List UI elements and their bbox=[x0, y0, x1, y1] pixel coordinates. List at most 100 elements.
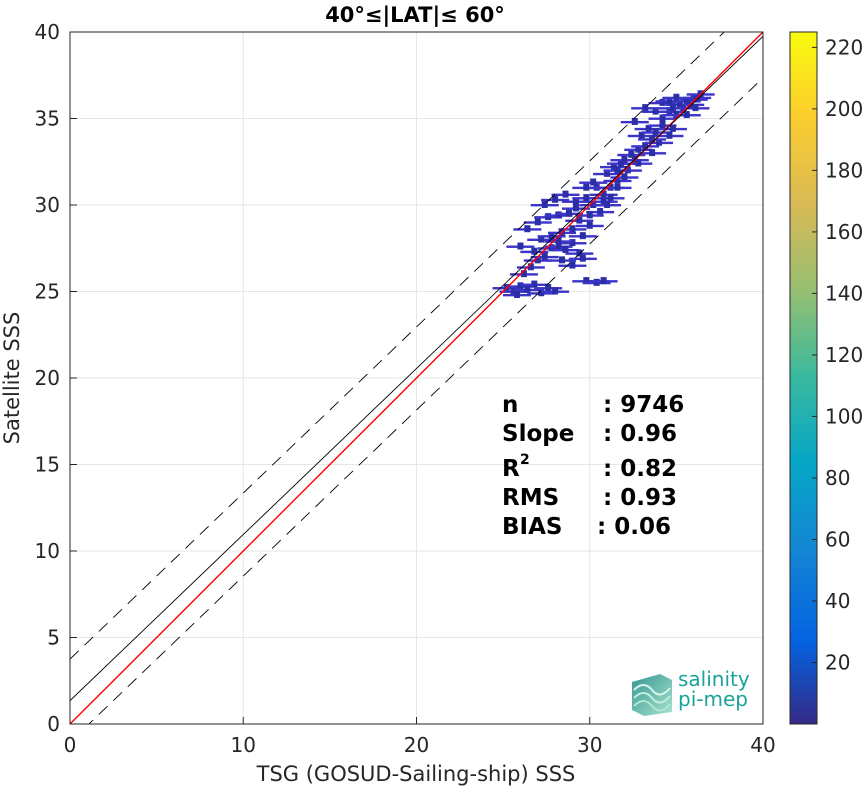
density-cell bbox=[659, 114, 666, 122]
density-cell bbox=[583, 194, 590, 202]
stat-r2-sup: 2 bbox=[520, 452, 530, 468]
density-cell bbox=[669, 104, 676, 112]
colorbar-tick-label: 200 bbox=[825, 97, 863, 121]
density-cell bbox=[576, 249, 583, 257]
density-cell bbox=[579, 232, 586, 240]
y-axis-ticks: 0 5 10 15 20 25 30 35 40 bbox=[35, 20, 77, 736]
density-cell bbox=[559, 256, 566, 264]
stat-bias-label: BIAS bbox=[502, 514, 562, 540]
density-cell bbox=[534, 256, 541, 264]
regression-line bbox=[70, 36, 763, 701]
x-tick-label: 10 bbox=[231, 733, 256, 757]
colorbar bbox=[789, 31, 818, 725]
density-cell bbox=[600, 277, 607, 285]
density-cell bbox=[538, 235, 545, 243]
density-cell bbox=[649, 135, 656, 143]
density-cell bbox=[638, 131, 645, 139]
density-cell bbox=[628, 150, 635, 158]
stat-r2-value: : 0.82 bbox=[603, 456, 677, 482]
stat-n-label: n bbox=[502, 392, 518, 418]
density-cell bbox=[669, 124, 676, 132]
density-cell bbox=[524, 225, 531, 233]
salinity-logo-icon bbox=[632, 674, 672, 716]
density-cell bbox=[569, 225, 576, 233]
density-cell bbox=[520, 270, 527, 278]
density-cell bbox=[531, 247, 538, 255]
stat-slope-label: Slope bbox=[502, 421, 574, 447]
density-cell bbox=[545, 284, 552, 292]
y-tick-label: 35 bbox=[35, 107, 60, 131]
density-cell bbox=[673, 93, 680, 101]
density-cell bbox=[642, 104, 649, 112]
density-cell bbox=[642, 142, 649, 150]
density-cell bbox=[531, 280, 538, 288]
y-axis-label: Satellite SSS bbox=[0, 312, 24, 445]
density-cell bbox=[572, 197, 579, 205]
density-cell bbox=[614, 183, 621, 191]
density-cell bbox=[649, 149, 656, 157]
density-cell bbox=[590, 178, 597, 186]
density-cell bbox=[552, 287, 559, 295]
density-cell bbox=[659, 121, 666, 129]
density-cell bbox=[534, 218, 541, 226]
density-cell bbox=[617, 159, 624, 167]
density-cell bbox=[513, 290, 520, 298]
density-cell bbox=[600, 197, 607, 205]
density-cell bbox=[614, 176, 621, 184]
colorbar-tick-label: 160 bbox=[825, 220, 863, 244]
density-cell bbox=[604, 201, 611, 208]
colorbar-tick-label: 100 bbox=[825, 404, 863, 428]
density-cell bbox=[555, 242, 562, 250]
y-tick-label: 25 bbox=[35, 280, 60, 304]
stat-n-value: : 9746 bbox=[603, 392, 684, 418]
stat-slope-value: : 0.96 bbox=[603, 421, 677, 447]
stat-bias-value: : 0.06 bbox=[597, 514, 671, 540]
chart-title: 40°≤|LAT|≤ 60° bbox=[325, 3, 505, 28]
density-cell bbox=[683, 97, 690, 105]
density-cell bbox=[683, 111, 690, 119]
x-tick-label: 30 bbox=[577, 733, 602, 757]
y-tick-label: 40 bbox=[35, 20, 60, 44]
density-cell bbox=[555, 237, 562, 245]
x-axis-label: TSG (GOSUD-Sailing-ship) SSS bbox=[256, 762, 576, 786]
y-tick-label: 15 bbox=[35, 453, 60, 477]
y-tick-label: 20 bbox=[35, 366, 60, 390]
density-cell bbox=[552, 195, 559, 203]
density-cell bbox=[631, 117, 638, 125]
colorbar-tick-label: 60 bbox=[825, 527, 850, 551]
density-cell bbox=[676, 100, 683, 108]
density-cell bbox=[635, 159, 642, 167]
logo-line2: pi-mep bbox=[678, 687, 748, 711]
colorbar-tick-label: 40 bbox=[825, 589, 850, 613]
colorbar-tick-label: 220 bbox=[825, 35, 863, 59]
density-cell bbox=[611, 162, 618, 170]
density-cell bbox=[569, 261, 576, 269]
y-tick-label: 0 bbox=[47, 712, 60, 736]
stat-r2-label: R bbox=[502, 456, 520, 482]
density-cell bbox=[666, 131, 673, 139]
stats-box: n : 9746 Slope : 0.96 R 2 : 0.82 RMS : 0… bbox=[502, 392, 684, 540]
logo: salinity pi-mep bbox=[632, 667, 750, 716]
density-cell bbox=[527, 263, 534, 271]
density-cell bbox=[583, 183, 590, 191]
density-cell bbox=[579, 254, 586, 262]
density-cell bbox=[548, 232, 555, 240]
stat-rms-label: RMS bbox=[502, 485, 559, 511]
y-tick-label: 10 bbox=[35, 539, 60, 563]
density-cell bbox=[635, 145, 642, 153]
density-cell bbox=[541, 252, 548, 260]
density-cell bbox=[583, 277, 590, 285]
density-cell bbox=[621, 173, 628, 181]
density-cell bbox=[666, 97, 673, 105]
density-cell bbox=[652, 107, 659, 115]
density-cell bbox=[614, 166, 621, 174]
density-cell bbox=[645, 124, 652, 132]
reference-lines bbox=[70, 32, 763, 724]
colorbar-tick-label: 80 bbox=[825, 466, 850, 490]
density-cell bbox=[600, 190, 607, 198]
density-cell bbox=[562, 245, 569, 253]
y-tick-label: 5 bbox=[47, 626, 60, 650]
x-tick-label: 0 bbox=[64, 733, 77, 757]
y-tick-label: 30 bbox=[35, 193, 60, 217]
